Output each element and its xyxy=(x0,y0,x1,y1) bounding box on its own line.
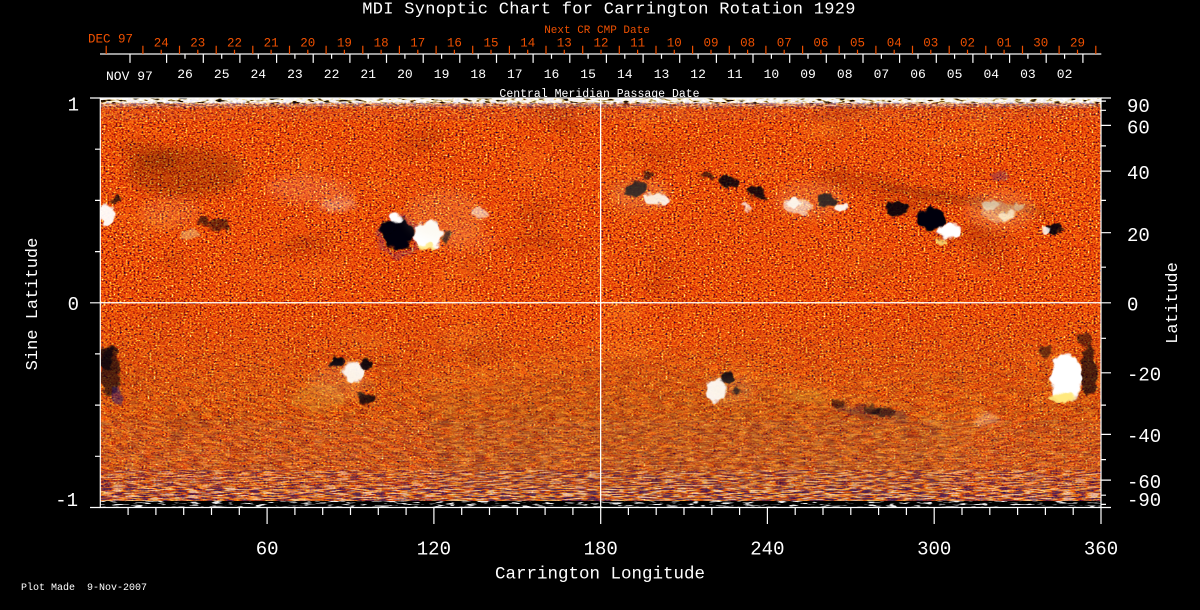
svg-text:13: 13 xyxy=(654,67,670,82)
svg-text:360: 360 xyxy=(1084,539,1118,561)
svg-text:29: 29 xyxy=(1070,36,1085,50)
svg-text:07: 07 xyxy=(777,36,792,50)
svg-text:06: 06 xyxy=(910,67,926,82)
svg-text:300: 300 xyxy=(917,539,951,561)
svg-text:11: 11 xyxy=(727,67,743,82)
svg-text:10: 10 xyxy=(667,36,682,50)
svg-text:03: 03 xyxy=(1020,67,1036,82)
svg-text:30: 30 xyxy=(1033,36,1048,50)
svg-text:MDI Synoptic Chart for Carring: MDI Synoptic Chart for Carrington Rotati… xyxy=(362,1,856,20)
svg-text:19: 19 xyxy=(434,67,450,82)
svg-text:40: 40 xyxy=(1127,163,1150,185)
svg-text:23: 23 xyxy=(287,67,303,82)
svg-text:-40: -40 xyxy=(1127,426,1161,448)
svg-text:22: 22 xyxy=(324,67,340,82)
svg-text:Latitude: Latitude xyxy=(1164,262,1183,344)
svg-text:15: 15 xyxy=(483,36,498,50)
svg-text:24: 24 xyxy=(250,67,266,82)
svg-text:-1: -1 xyxy=(55,490,78,512)
svg-text:0: 0 xyxy=(68,294,79,316)
svg-text:13: 13 xyxy=(557,36,572,50)
svg-text:24: 24 xyxy=(154,36,169,50)
svg-text:17: 17 xyxy=(507,67,523,82)
svg-text:-20: -20 xyxy=(1127,365,1161,387)
svg-text:Central Meridian Passage Date: Central Meridian Passage Date xyxy=(499,88,699,101)
svg-text:180: 180 xyxy=(584,539,618,561)
svg-text:18: 18 xyxy=(470,67,486,82)
svg-text:21: 21 xyxy=(264,36,279,50)
svg-text:10: 10 xyxy=(764,67,780,82)
svg-text:04: 04 xyxy=(887,36,902,50)
svg-text:120: 120 xyxy=(417,539,451,561)
svg-text:08: 08 xyxy=(740,36,755,50)
svg-text:25: 25 xyxy=(214,67,230,82)
svg-text:90: 90 xyxy=(1127,96,1150,118)
svg-text:02: 02 xyxy=(960,36,975,50)
svg-text:-90: -90 xyxy=(1127,490,1161,512)
svg-text:05: 05 xyxy=(947,67,963,82)
svg-text:14: 14 xyxy=(520,36,535,50)
svg-text:60: 60 xyxy=(256,539,279,561)
svg-text:08: 08 xyxy=(837,67,853,82)
svg-text:09: 09 xyxy=(703,36,718,50)
svg-text:18: 18 xyxy=(374,36,389,50)
svg-text:05: 05 xyxy=(850,36,865,50)
svg-text:07: 07 xyxy=(874,67,890,82)
svg-text:20: 20 xyxy=(1127,225,1150,247)
svg-text:Next CR CMP Date: Next CR CMP Date xyxy=(544,25,650,37)
svg-text:03: 03 xyxy=(923,36,938,50)
svg-text:1: 1 xyxy=(68,95,79,117)
svg-text:02: 02 xyxy=(1057,67,1073,82)
svg-text:16: 16 xyxy=(447,36,462,50)
svg-text:Carrington Longitude: Carrington Longitude xyxy=(495,565,705,585)
svg-text:11: 11 xyxy=(630,36,645,50)
svg-text:09: 09 xyxy=(800,67,816,82)
svg-text:15: 15 xyxy=(580,67,596,82)
svg-text:20: 20 xyxy=(397,67,413,82)
svg-text:20: 20 xyxy=(300,36,315,50)
svg-text:240: 240 xyxy=(750,539,784,561)
svg-text:14: 14 xyxy=(617,67,633,82)
svg-text:01: 01 xyxy=(997,36,1012,50)
svg-text:NOV 97: NOV 97 xyxy=(106,69,153,84)
svg-text:60: 60 xyxy=(1127,118,1150,140)
svg-text:22: 22 xyxy=(227,36,242,50)
svg-text:-60: -60 xyxy=(1127,472,1161,494)
svg-text:21: 21 xyxy=(360,67,376,82)
svg-text:DEC 97: DEC 97 xyxy=(88,33,133,47)
svg-text:04: 04 xyxy=(983,67,999,82)
svg-text:06: 06 xyxy=(813,36,828,50)
svg-text:19: 19 xyxy=(337,36,352,50)
svg-text:12: 12 xyxy=(593,36,608,50)
svg-text:0: 0 xyxy=(1127,295,1138,317)
svg-text:26: 26 xyxy=(177,67,193,82)
svg-text:Plot Made 9-Nov-2007: Plot Made 9-Nov-2007 xyxy=(21,582,147,594)
svg-text:12: 12 xyxy=(690,67,706,82)
svg-text:Sine Latitude: Sine Latitude xyxy=(24,238,43,371)
svg-text:17: 17 xyxy=(410,36,425,50)
svg-text:23: 23 xyxy=(190,36,205,50)
svg-text:16: 16 xyxy=(544,67,560,82)
